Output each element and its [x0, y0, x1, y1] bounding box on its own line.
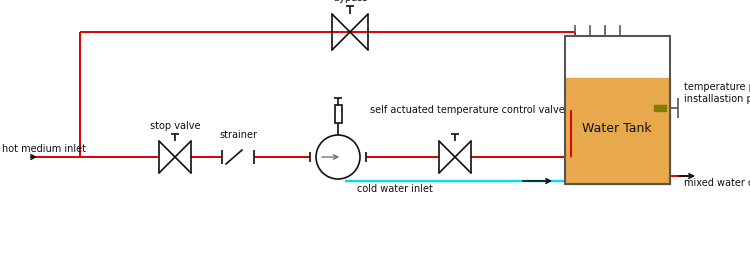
Text: stop valve: stop valve [150, 121, 200, 131]
Text: strainer: strainer [219, 130, 257, 140]
Bar [565, 78, 670, 184]
Bar [654, 105, 666, 111]
Bar [335, 105, 342, 123]
Text: mixed water outlet: mixed water outlet [684, 178, 750, 188]
Text: self actuated temperature control valve: self actuated temperature control valve [370, 105, 565, 115]
Text: bypass: bypass [333, 0, 368, 3]
Text: cold water inlet: cold water inlet [357, 184, 433, 194]
Text: hot medium inlet: hot medium inlet [2, 144, 86, 154]
Bar [565, 36, 670, 184]
Text: Water Tank: Water Tank [582, 121, 652, 135]
Text: temperature probe
installastion position: temperature probe installastion position [684, 82, 750, 104]
